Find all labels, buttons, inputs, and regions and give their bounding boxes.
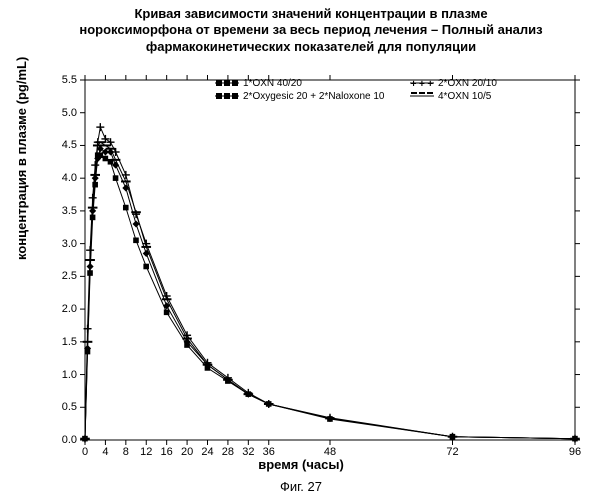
legend-entry: 1*OXN 40/20 xyxy=(215,78,302,91)
y-tick-label: 3.0 xyxy=(47,238,77,250)
y-tick-label: 5.5 xyxy=(47,74,77,86)
legend-marker-icon xyxy=(215,91,239,101)
y-tick-label: 3.5 xyxy=(47,205,77,217)
legend-label: 2*OXN 20/10 xyxy=(438,78,497,89)
y-tick-label: 2.5 xyxy=(47,270,77,282)
y-tick-label: 1.5 xyxy=(47,336,77,348)
legend-marker-icon xyxy=(410,91,434,101)
legend-entry: + + + 2*OXN 20/10 xyxy=(410,78,497,91)
y-tick-label: 2.0 xyxy=(47,303,77,315)
y-axis-label: концентрация в плазме (pg/mL) xyxy=(14,57,29,260)
x-axis-label: время (часы) xyxy=(0,457,602,472)
title-line-1: Кривая зависимости значений концентрации… xyxy=(134,6,487,21)
y-tick-label: 1.0 xyxy=(47,369,77,381)
y-tick-label: 4.5 xyxy=(47,139,77,151)
y-tick-label: 5.0 xyxy=(47,107,77,119)
figure-27-page: Кривая зависимости значений концентрации… xyxy=(0,0,602,500)
legend-label: 2*Oxygesic 20 + 2*Naloxone 10 xyxy=(243,91,384,102)
y-tick-label: 0.5 xyxy=(47,401,77,413)
legend-marker-icon xyxy=(215,78,239,88)
figure-caption: Фиг. 27 xyxy=(0,479,602,494)
title-line-3: фармакокинетических показателей для попу… xyxy=(146,39,476,54)
legend-label: 4*OXN 10/5 xyxy=(438,91,491,102)
legend-label: 1*OXN 40/20 xyxy=(243,78,302,89)
legend-entry: 4*OXN 10/5 xyxy=(410,91,491,104)
legend-marker-icon: + + + xyxy=(410,78,434,88)
title-line-2: нороксиморфона от времени за весь период… xyxy=(79,22,542,37)
chart-title: Кривая зависимости значений концентрации… xyxy=(40,6,582,55)
legend-entry: 2*Oxygesic 20 + 2*Naloxone 10 xyxy=(215,91,384,104)
pk-curve-chart xyxy=(85,80,575,440)
y-tick-label: 4.0 xyxy=(47,172,77,184)
chart-legend: 1*OXN 40/20 + + +2*OXN 20/10 2*Oxygesic … xyxy=(215,78,396,103)
y-tick-label: 0.0 xyxy=(47,434,77,446)
